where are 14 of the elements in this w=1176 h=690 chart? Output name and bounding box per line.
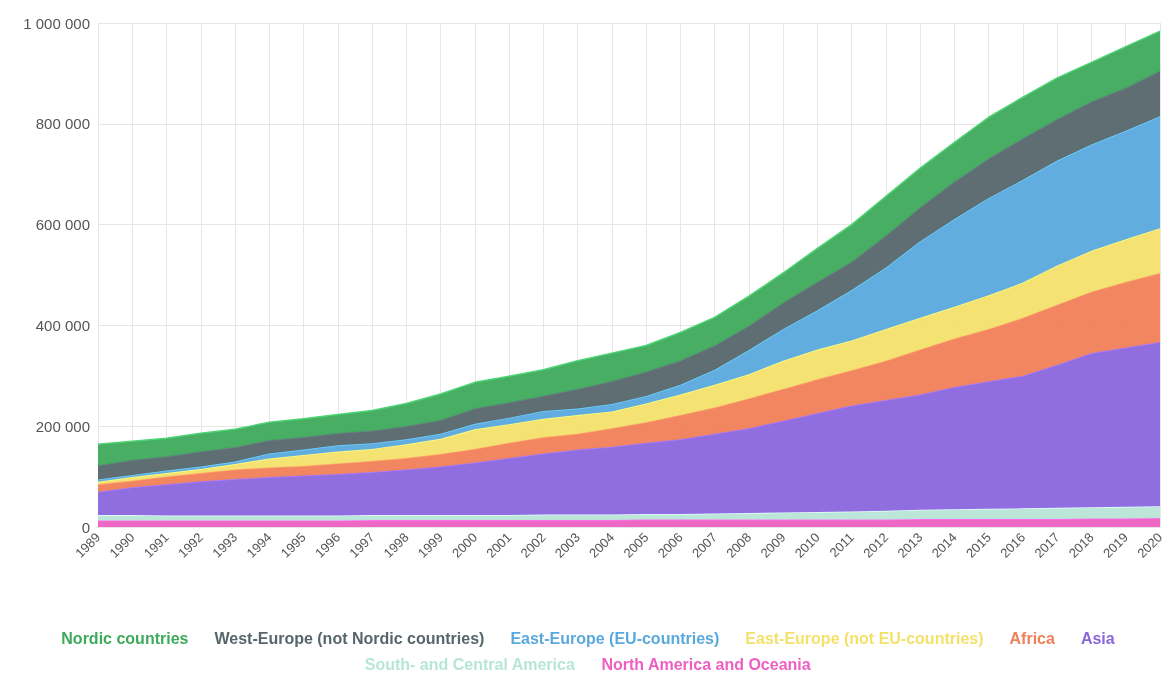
text: West-Europe (not Nordic countries) [214,629,485,647]
y-tick-label: 0 [81,518,90,536]
y-tick-label: 600 000 [35,216,90,234]
text: South- and Central America [364,655,575,673]
text: Nordic countries [61,629,189,647]
text: North America and Oceania [601,655,811,673]
text: Asia [1080,629,1115,647]
text: Africa [1009,629,1055,647]
text: East-Europe (EU-countries) [510,629,720,647]
y-tick-label: 1 000 000 [23,14,90,32]
text: East-Europe (not EU-countries) [745,629,984,647]
y-tick-label: 200 000 [35,417,90,435]
y-tick-label: 800 000 [35,115,90,133]
y-tick-label: 400 000 [35,316,90,334]
